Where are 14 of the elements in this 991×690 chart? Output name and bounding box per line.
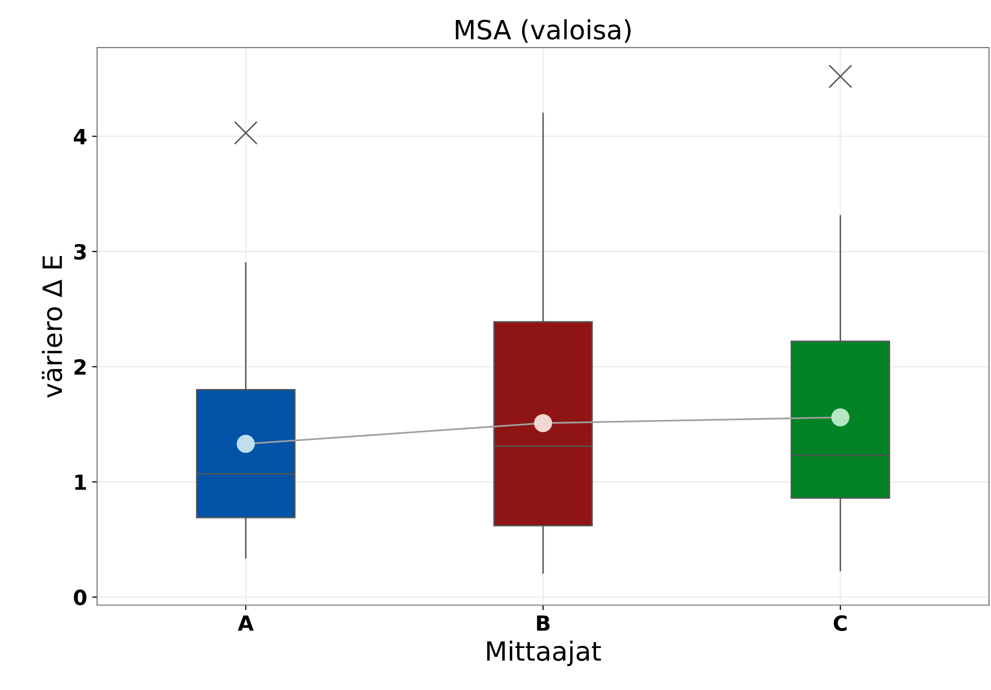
- point: [831, 408, 850, 426]
- y-tick-label: 2: [74, 359, 86, 375]
- chart-title: MSA (valoisa): [456, 19, 631, 43]
- x-tick-label: B: [537, 615, 550, 631]
- x-tick-label: C: [834, 615, 847, 631]
- x-axis-title: Mittaajat: [487, 640, 601, 666]
- y-tick-label: 1: [75, 474, 86, 490]
- y-tick-label: 0: [74, 590, 86, 606]
- point: [236, 434, 255, 453]
- x-tick-label: A: [238, 615, 254, 631]
- y-tick-label: 3: [74, 244, 86, 260]
- point: [534, 414, 552, 432]
- y-tick-label: 4: [74, 129, 86, 144]
- y-axis-title: väriero Δ E: [42, 256, 62, 398]
